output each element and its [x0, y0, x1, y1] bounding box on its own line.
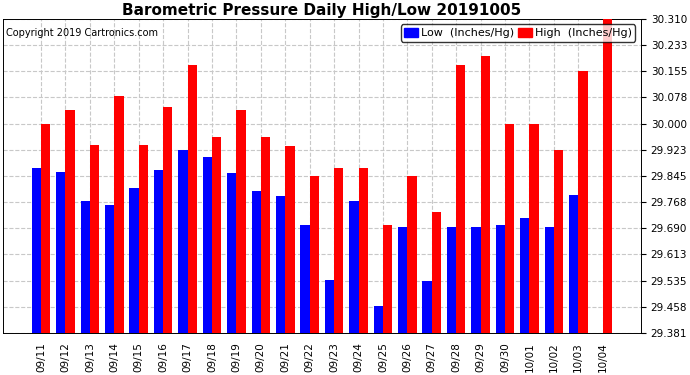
Bar	[554, 150, 563, 333]
Title: Barometric Pressure Daily High/Low 20191005: Barometric Pressure Daily High/Low 20191…	[122, 3, 522, 18]
Bar	[529, 124, 539, 333]
Bar	[285, 146, 295, 333]
Bar	[602, 19, 612, 333]
Bar	[432, 212, 441, 333]
Bar	[593, 333, 602, 375]
Bar	[383, 225, 392, 333]
Bar	[481, 56, 490, 333]
Bar	[163, 107, 172, 333]
Bar	[115, 96, 124, 333]
Bar	[178, 150, 188, 333]
Bar	[56, 172, 66, 333]
Bar	[359, 168, 368, 333]
Bar	[407, 176, 417, 333]
Bar	[422, 280, 432, 333]
Bar	[105, 205, 115, 333]
Bar	[203, 158, 212, 333]
Bar	[520, 218, 529, 333]
Bar	[261, 137, 270, 333]
Bar	[310, 176, 319, 333]
Bar	[154, 170, 163, 333]
Bar	[130, 188, 139, 333]
Bar	[505, 124, 514, 333]
Bar	[398, 227, 407, 333]
Bar	[569, 195, 578, 333]
Bar	[81, 201, 90, 333]
Bar	[374, 306, 383, 333]
Bar	[227, 172, 237, 333]
Bar	[237, 110, 246, 333]
Bar	[495, 225, 505, 333]
Bar	[456, 64, 466, 333]
Bar	[90, 145, 99, 333]
Legend: Low  (Inches/Hg), High  (Inches/Hg): Low (Inches/Hg), High (Inches/Hg)	[401, 24, 635, 42]
Bar	[471, 227, 481, 333]
Text: Copyright 2019 Cartronics.com: Copyright 2019 Cartronics.com	[6, 28, 158, 38]
Bar	[300, 225, 310, 333]
Bar	[252, 191, 261, 333]
Bar	[578, 71, 588, 333]
Bar	[334, 168, 344, 333]
Bar	[32, 168, 41, 333]
Bar	[139, 145, 148, 333]
Bar	[349, 201, 359, 333]
Bar	[325, 280, 334, 333]
Bar	[212, 137, 221, 333]
Bar	[41, 124, 50, 333]
Bar	[188, 64, 197, 333]
Bar	[544, 227, 554, 333]
Bar	[447, 227, 456, 333]
Bar	[276, 196, 285, 333]
Bar	[66, 110, 75, 333]
